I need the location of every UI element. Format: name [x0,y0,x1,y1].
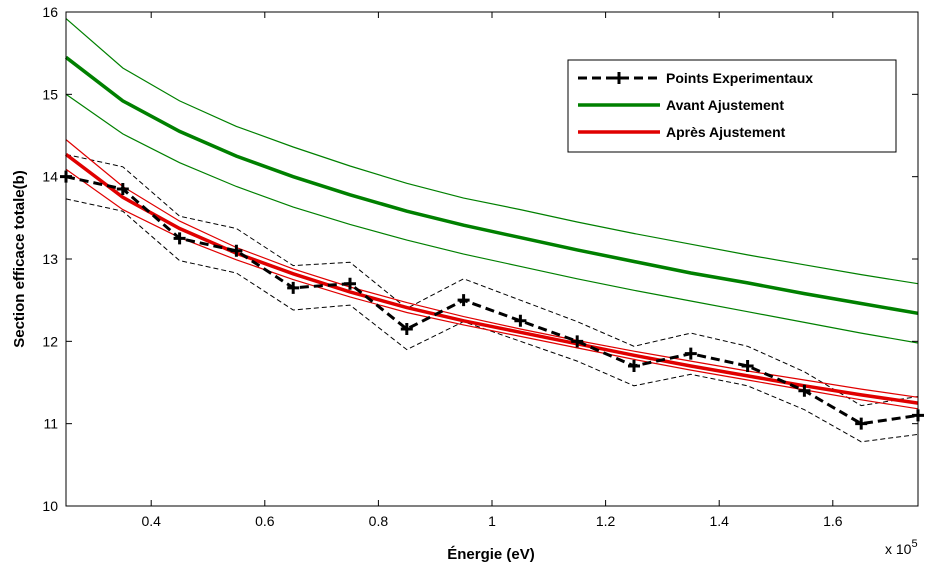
x-multiplier-base: x 10 [885,541,912,557]
y-axis-label: Section efficace totale(b) [11,170,28,348]
legend-label-apres: Après Ajustement [666,124,786,140]
x-tick-label: 1 [488,513,496,529]
x-tick-label: 1.2 [596,513,616,529]
legend-entry-apres: Après Ajustement [578,124,786,140]
y-tick-label: 14 [42,169,58,185]
series-avant-ajustement-lower-bound [65,93,919,344]
data-point-marker [457,294,470,307]
series-points-experimentaux [65,175,919,426]
y-tick-label: 16 [42,4,58,20]
legend-label-experimental: Points Experimentaux [666,70,813,86]
legend: Points Experimentaux Avant Ajustement Ap… [567,59,897,153]
series-avant-ajustement-upper-bound [65,18,919,285]
data-point-marker [628,360,640,373]
data-point-marker [684,347,697,360]
y-axis: 10 11 12 13 14 15 16 [42,4,918,514]
x-tick-label: 1.4 [709,513,729,529]
x-axis-label: Énergie (eV) [447,546,535,563]
legend-label-avant: Avant Ajustement [666,97,784,113]
series-apres-ajustement-lower-bound [65,168,919,410]
data-point-marker [855,417,868,430]
x-tick-label: 0.8 [369,513,389,529]
x-multiplier: x 105 [885,538,918,557]
x-tick-label: 1.6 [823,513,843,529]
series-apres-ajustement [64,153,919,405]
y-tick-label: 13 [42,251,58,267]
data-point-marker [741,360,754,373]
legend-marker-plus [613,72,625,84]
data-point-marker [798,384,811,397]
legend-entry-experimental: Points Experimentaux [578,70,813,86]
data-point-marker [230,244,243,257]
data-point-marker [173,232,186,245]
y-tick-label: 10 [42,498,58,514]
data-point-marker [514,314,527,327]
data-point-marker [571,335,584,348]
legend-entry-avant: Avant Ajustement [578,97,784,113]
data-point-marker [116,183,129,196]
data-point-marker [400,322,413,335]
y-tick-label: 15 [42,86,58,102]
data-point-marker [287,281,300,294]
series-avant-ajustement [64,55,919,316]
series-apres-ajustement-upper-bound [65,139,919,398]
y-tick-label: 11 [43,416,58,432]
data-point-marker [344,277,356,290]
y-tick-label: 12 [42,333,58,349]
x-tick-label: 0.4 [141,513,161,529]
x-axis: 0.4 0.6 0.8 1 1.2 1.4 1.6 [141,12,843,529]
x-tick-label: 0.6 [255,513,275,529]
series-experimental-upper-bound [65,153,919,407]
x-multiplier-exponent: 5 [911,538,917,550]
series-experimental-lower-bound [65,198,919,443]
